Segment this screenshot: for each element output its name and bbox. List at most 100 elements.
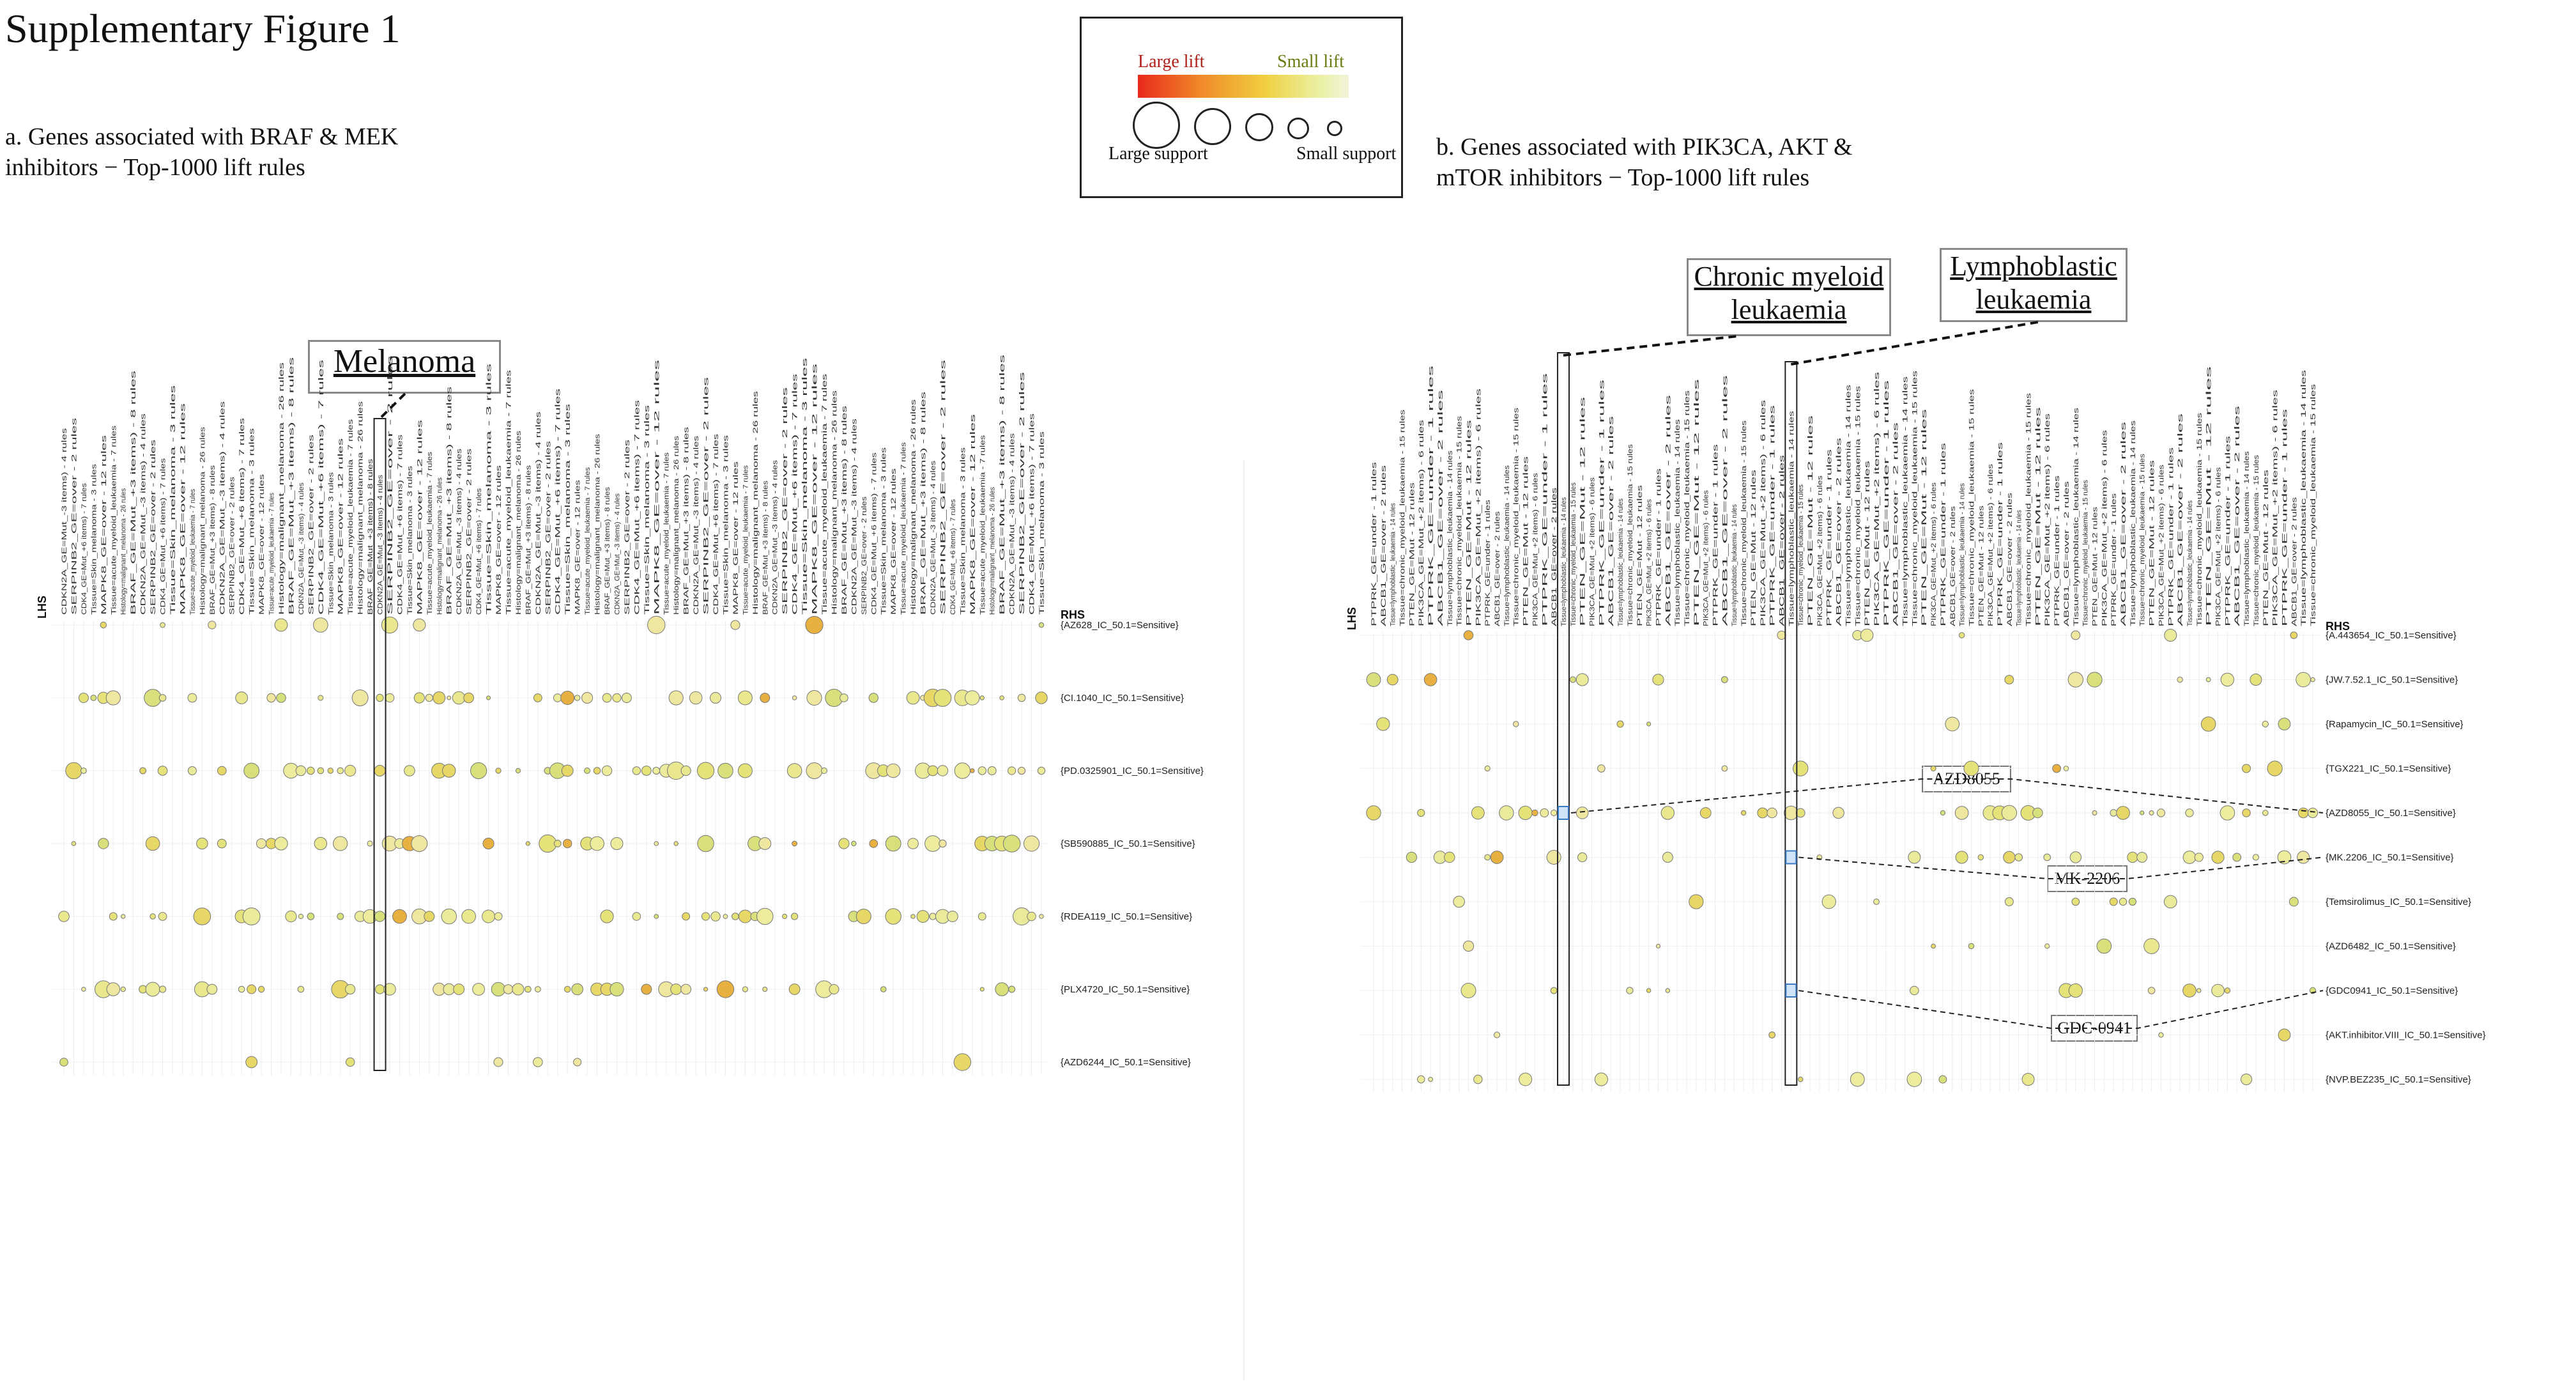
panel-a-column-label: SERPINB2_GE=over - 2 rules — [861, 496, 868, 615]
panel-a-bubble — [235, 691, 249, 704]
panel-b-column-label: PTPRK_GE=under - 1 rules — [2110, 493, 2118, 626]
panel-b-bubble — [2127, 851, 2138, 863]
panel-b-column-label: Tissue=lymphoblastic_leukaemia - 14 rule… — [1390, 503, 1397, 626]
panel-b-bubble — [2262, 720, 2269, 728]
legend-large-lift: Large lift — [1138, 52, 1205, 72]
panel-b-bubble — [1493, 1031, 1501, 1038]
panel-a-bubble — [868, 693, 878, 703]
panel-a-bubble — [979, 987, 985, 992]
panel-a-bubble — [486, 695, 491, 700]
panel-a-bubble — [90, 695, 97, 701]
panel-b-bubble — [1376, 717, 1390, 731]
panel-a-bubble — [965, 690, 980, 706]
panel-b-bubble — [1569, 676, 1576, 683]
panel-a-column-label: Tissue=acute_myeloid_leukaemia - 7 rules — [979, 435, 986, 615]
panel-a-bubble — [601, 765, 613, 776]
panel-a-bubble — [929, 913, 937, 920]
panel-b-column-label: Tissue=lymphoblastic_leukaemia - 14 rule… — [2186, 500, 2194, 626]
panel-a-column-label: BRAF_GE=Mut_+3 items) - 8 rules — [999, 354, 1006, 615]
panel-b-bubble — [1577, 852, 1588, 863]
panel-b-column-label: PTPRK_GE=under - 1 rules — [1484, 499, 1492, 626]
panel-a-bubble — [80, 768, 87, 774]
panel-a-bubble — [696, 762, 715, 780]
panel-b-bubble — [2063, 766, 2069, 771]
panel-b-bubble — [2067, 672, 2083, 688]
panel-a-column-label: CDK4_GE=Mut_+6 items) - 7 rules — [712, 433, 720, 615]
panel-a-bubble — [274, 618, 288, 632]
panel-a-column-label: Tissue=acute_myeloid_leukaemia - 7 rules — [426, 451, 434, 615]
legend-support-circle-s — [1287, 118, 1309, 139]
panel-b-column-label: Tissue=chronic_myeloid_leukaemia - 15 ru… — [2310, 383, 2317, 626]
panel-b-bubble — [2156, 808, 2166, 817]
panel-b-column-label: Tissue=lymphoblastic_leukaemia - 14 rule… — [1617, 498, 1625, 626]
panel-a-bubble — [701, 912, 710, 921]
panel-a-column-label: CDKN2A_GE=Mut_-3 items) - 4 rules — [61, 428, 68, 615]
panel-a-bubble — [345, 984, 356, 995]
panel-a-bubble — [274, 837, 288, 851]
panel-b-column-label: Tissue=lymphoblastic_leukaemia - 14 rule… — [1674, 419, 1682, 626]
legend: Large lift Small lift Large support Smal… — [1080, 17, 1403, 198]
panel-a-column-label: CDKN2A_GE=Mut_-3 items) - 4 rules — [772, 459, 779, 615]
panel-a-bubble — [453, 984, 465, 995]
panel-a-column-label: MAPK8_GE=over - 12 rules — [890, 468, 898, 615]
panel-b-bubble — [2149, 810, 2154, 815]
panel-b-bubble — [1386, 674, 1399, 686]
panel-b-bubble — [1546, 850, 1561, 865]
panel-a-bubble — [243, 762, 260, 779]
panel-b-bubble — [1594, 1072, 1608, 1086]
panel-a-column-label: Tissue=Skin_melanoma - 3 rules — [801, 357, 809, 615]
panel-a-bubble — [717, 762, 733, 779]
panel-b-bubble — [1699, 807, 1712, 819]
panel-a-bubble — [392, 909, 407, 924]
panel-a-bubble — [977, 766, 986, 775]
panel-a-bubble — [979, 695, 985, 700]
panel-a-bubble — [447, 695, 452, 700]
panel-a-bubble — [593, 767, 601, 775]
cml-highlight-column — [1556, 352, 1570, 1086]
panel-a-bubble — [482, 909, 496, 923]
panel-b-bubble — [2277, 850, 2292, 865]
panel-a-bubble — [821, 768, 827, 774]
panel-a-bubble — [442, 764, 456, 778]
panel-a-column-label: BRAF_GE=Mut_+3 items) - 8 rules — [130, 370, 137, 615]
panel-b-bubble — [2116, 806, 2130, 820]
panel-a-bubble — [539, 834, 557, 853]
panel-a-column-label: SERPINB2_GE=over - 2 rules — [781, 387, 789, 615]
panel-b-column-label: PIK3CA_GE=Mut_+2 items) - 6 rules — [2215, 467, 2223, 626]
panel-b-column-label: PIK3CA_GE=Mut_+2 items) - 6 rules — [2101, 429, 2108, 626]
panel-a-bubble — [1027, 911, 1036, 922]
panel-a-bubble — [995, 982, 1009, 996]
panel-a-column-label: BRAF_GE=Mut_+3 items) - 8 rules — [841, 405, 848, 615]
panel-b-bubble — [2119, 897, 2128, 906]
panel-a-column-label: CDK4_GE=Mut_+6 items) - 7 rules — [396, 434, 404, 615]
panel-b-column-label: Tissue=chronic_myeloid_leukaemia - 15 ru… — [1740, 420, 1748, 626]
panel-a-bubble — [256, 838, 267, 849]
panel-a-bubble — [641, 766, 652, 776]
panel-b-bubble — [1906, 1072, 1922, 1087]
panel-b-bubble — [2211, 851, 2225, 864]
panel-b-bubble — [2177, 676, 2183, 683]
cml-connector — [1563, 335, 1738, 357]
panel-a-bubble — [924, 835, 941, 852]
lymphoblastic-highlight-column — [1784, 361, 1798, 1086]
panel-a-bubble — [933, 689, 952, 707]
panel-b-column-label: PTPRK_GE=under - 1 rules — [2224, 435, 2232, 626]
panel-b-bubble — [2267, 760, 2283, 776]
panel-a-bubble — [58, 911, 70, 922]
panel-b-column-label: PTEN_GE=Mut - 12 rules — [1579, 396, 1587, 626]
panel-b-bubble — [2278, 1028, 2291, 1042]
panel-b-bubble — [2250, 674, 2262, 686]
panel-a-column-label: CDKN2A_GE=Mut_-3 items) - 4 rules — [850, 418, 858, 615]
panel-b-bubble — [1740, 810, 1747, 816]
panel-b-bubble — [1616, 720, 1624, 728]
panel-b-bubble — [2296, 672, 2312, 688]
panel-a-column-label: CDKN2A_GE=Mut_-3 items) - 4 rules — [140, 413, 148, 615]
panel-b-rhs-row-label: {GDC0941_IC_50.1=Sensitive} — [2326, 985, 2458, 996]
panel-b-bubble — [2242, 808, 2251, 817]
panel-b-column-label: Tissue=chronic_myeloid_leukaemia - 15 ru… — [2196, 412, 2204, 626]
panel-b-bubble — [2220, 805, 2235, 821]
legend-lift-gradient — [1138, 75, 1349, 98]
panel-b-bubble — [2043, 853, 2051, 861]
panel-a-bubble — [939, 839, 947, 848]
panel-b-column-label: PIK3CA_GE=Mut_+2 items) - 6 rules — [1475, 388, 1482, 626]
